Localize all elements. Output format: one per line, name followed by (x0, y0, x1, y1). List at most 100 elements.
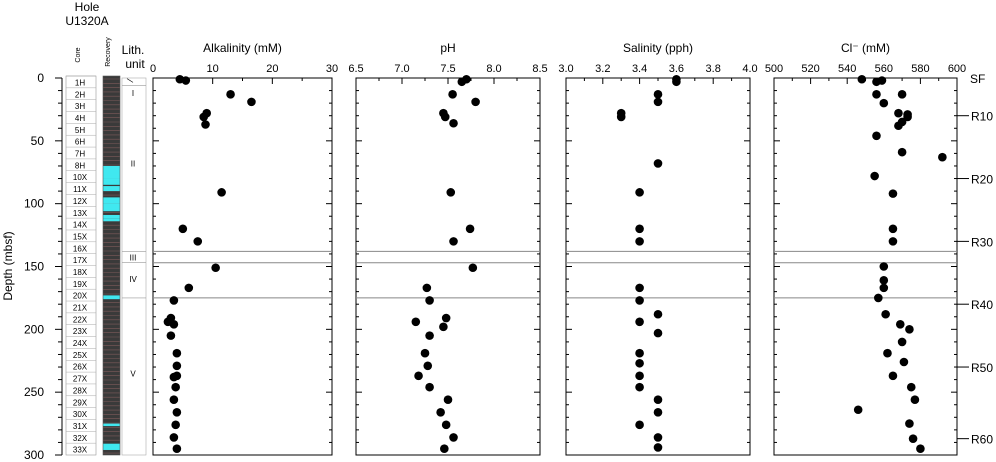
core-label: 33X (73, 446, 88, 455)
depth-tick-label: 200 (24, 322, 44, 336)
data-point (635, 382, 644, 392)
hole-title-line2: U1320A (65, 14, 108, 28)
chart-title: pH (440, 41, 455, 55)
data-point (635, 371, 644, 381)
data-point (881, 309, 890, 319)
data-point (171, 382, 180, 392)
data-point (653, 309, 663, 319)
data-point (635, 188, 644, 197)
depth-tick-label: 100 (24, 197, 44, 211)
depth-axis-label: Depth (mbsf) (1, 231, 15, 300)
data-point (172, 407, 182, 417)
recovery-column (102, 75, 121, 456)
data-point (201, 120, 210, 129)
data-point (171, 420, 180, 430)
recovered-interval (103, 443, 120, 450)
recovery-column-header: Recovery (105, 37, 112, 67)
recovered-interval (103, 295, 120, 300)
data-point (653, 328, 663, 338)
core-label: 6H (75, 138, 85, 147)
data-point (879, 276, 889, 285)
data-point (888, 237, 898, 246)
core-label: 26X (73, 363, 88, 372)
lith-unit-label: III (130, 254, 137, 263)
data-point (916, 444, 925, 454)
data-point (211, 263, 220, 273)
data-point (172, 361, 182, 371)
recovery-frame (102, 75, 121, 456)
x-tick-label: 3.6 (669, 63, 684, 75)
data-point (905, 419, 914, 428)
data-point (635, 296, 644, 305)
data-point (422, 283, 432, 293)
x-tick-label: 3.2 (595, 63, 610, 75)
data-point (894, 108, 903, 118)
data-point (897, 147, 907, 157)
x-tick-label: 540 (838, 63, 856, 75)
chart-title: Salinity (pph) (623, 41, 693, 55)
core-label: 12X (73, 197, 88, 206)
data-point (897, 90, 907, 99)
x-tick-label: 500 (765, 63, 783, 75)
data-point (653, 407, 663, 417)
lith-unit-label: V (130, 369, 136, 378)
recovered-interval (103, 218, 120, 222)
depth-tick-label: 150 (24, 260, 44, 274)
data-point (425, 296, 434, 305)
data-point (169, 372, 179, 382)
core-label: 3H (75, 102, 85, 111)
chart-frame (152, 77, 333, 456)
recovered-interval (103, 423, 120, 427)
reflector-label: R50 (971, 361, 993, 375)
depth-tick-label: 50 (31, 134, 45, 148)
data-point (172, 444, 182, 454)
data-point (199, 112, 209, 122)
data-point (635, 358, 644, 368)
data-point (653, 159, 663, 168)
data-point (411, 317, 421, 327)
data-point (169, 296, 179, 305)
chart-panel-3: Salinity (pph) 3.0 3.2 3.4 3.6 3.8 4.0 (558, 41, 758, 456)
core-label: 1H (75, 78, 85, 87)
x-tick-label: 600 (948, 63, 966, 75)
data-point (888, 189, 898, 198)
data-point (635, 420, 644, 430)
data-point (879, 262, 889, 271)
core-label: 27X (73, 375, 88, 384)
data-point (423, 361, 433, 371)
depth-axis: 0 50 100 150 200 250 300 (24, 71, 63, 462)
data-point (449, 433, 458, 442)
x-tick-label: 3.8 (706, 63, 721, 75)
core-label: 20X (73, 292, 88, 301)
data-point (653, 90, 663, 99)
data-point (653, 443, 663, 452)
x-tick-label: 3.4 (632, 63, 647, 75)
data-point (457, 77, 467, 87)
data-point (653, 433, 663, 442)
data-point (449, 118, 458, 128)
data-point (672, 77, 681, 87)
lith-header-line1: Lith. (122, 43, 145, 57)
lith-unit-label: II (131, 159, 135, 168)
data-point (635, 283, 644, 293)
reflector-label: R60 (971, 433, 993, 447)
data-point (184, 283, 194, 293)
chart-panels: Alkalinity (mM) 0 10 20 30 pH 6.5 7.0 7.5 8.0 8.5 S… (150, 41, 966, 456)
x-tick-label: 580 (911, 63, 929, 75)
core-label: 16X (73, 244, 88, 253)
x-tick-label: 7.5 (440, 63, 455, 75)
data-point (443, 395, 453, 405)
data-point (441, 420, 451, 430)
recovery-dark-fill (103, 76, 120, 455)
depth-tick-label: 250 (24, 385, 44, 399)
data-point (471, 97, 480, 107)
data-point (874, 293, 883, 303)
core-label: 10X (73, 173, 88, 182)
data-point (440, 444, 449, 454)
core-label: 8H (75, 161, 85, 170)
recovered-interval (103, 186, 120, 192)
data-point (465, 224, 475, 234)
data-point (468, 263, 478, 273)
reflector-label: R20 (971, 173, 993, 187)
lith-unit-label: I (132, 89, 134, 98)
